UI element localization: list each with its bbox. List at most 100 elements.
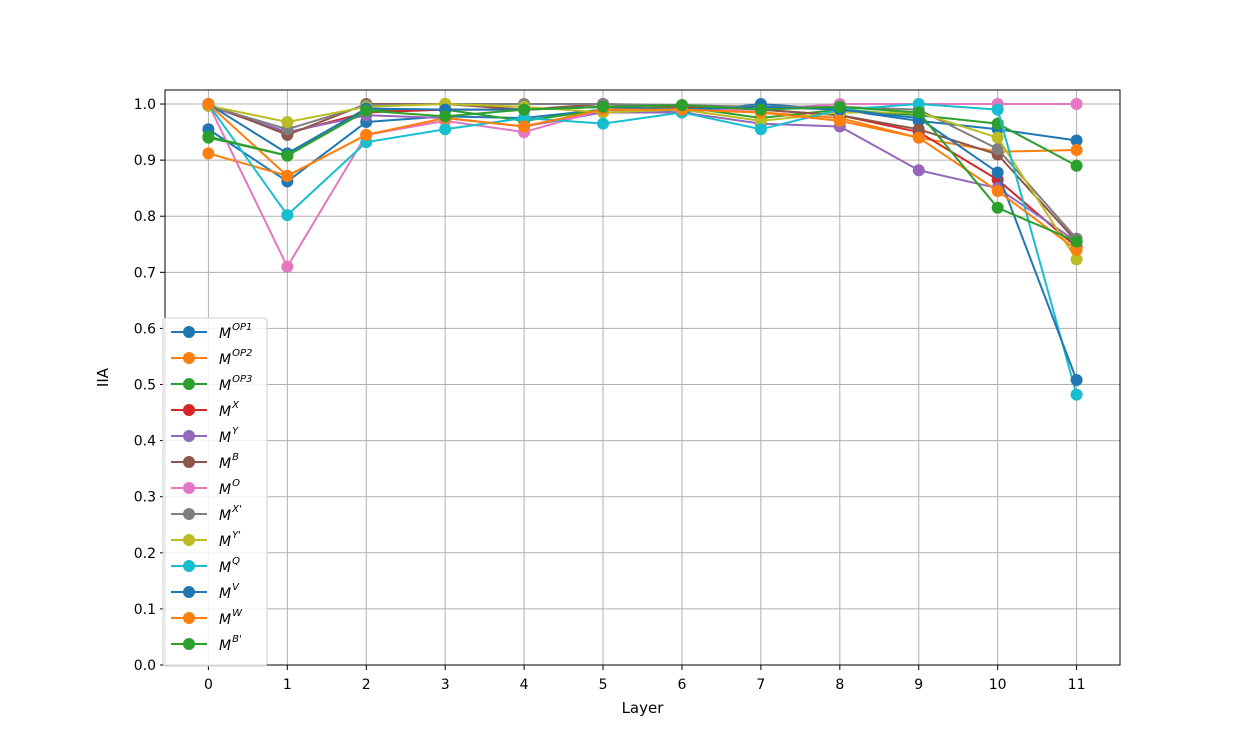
legend-swatch-marker [183, 326, 195, 338]
legend-swatch-marker [183, 638, 195, 650]
legend-swatch-marker [183, 508, 195, 520]
legend-label: MX [219, 400, 240, 420]
legend-label-superscript: Y [232, 426, 239, 437]
legend-label-superscript: B [232, 452, 239, 463]
data-point [833, 100, 846, 113]
data-point [597, 117, 610, 130]
x-tick-label: 4 [520, 677, 529, 693]
x-tick-label: 11 [1068, 677, 1086, 693]
y-tick-label: 1.0 [134, 97, 156, 113]
y-tick-label: 0.7 [134, 265, 156, 281]
legend-label: MOP2 [219, 348, 252, 368]
legend-entry: MO [171, 478, 240, 498]
legend-entry: MB [171, 452, 239, 472]
legend-label-superscript: OP3 [232, 374, 252, 385]
legend-swatch-marker [183, 586, 195, 598]
legend-label: MOP1 [219, 322, 252, 342]
data-point [202, 130, 215, 143]
data-point [675, 99, 688, 112]
legend-label: MB [219, 452, 239, 472]
legend-label-superscript: B' [232, 634, 242, 645]
data-point [754, 123, 767, 136]
legend-entry: MQ [171, 556, 240, 576]
data-point [281, 115, 294, 128]
data-point [991, 142, 1004, 155]
legend-label-base: M [219, 404, 231, 420]
y-tick-label: 0.8 [134, 209, 156, 225]
legend-label-base: M [219, 430, 231, 446]
data-point [439, 123, 452, 136]
series-line [208, 103, 1078, 260]
data-point [991, 131, 1004, 144]
y-axis-label: IIA [94, 367, 112, 387]
legend-label-base: M [219, 638, 231, 654]
legend-label-base: M [219, 378, 231, 394]
legend-swatch-marker [183, 404, 195, 416]
data-point [518, 112, 531, 125]
data-point [1070, 235, 1083, 248]
legend-entry: MY' [171, 530, 241, 550]
legend-label-superscript: V [232, 582, 240, 593]
legend-entry: MX' [171, 504, 242, 524]
legend-label: MQ [219, 556, 240, 576]
legend-label: MY' [219, 530, 241, 550]
legend-entry: MOP3 [171, 374, 252, 394]
legend-label-base: M [219, 352, 231, 368]
legend-label: MW [219, 608, 243, 628]
legend-swatch-marker [183, 456, 195, 468]
legend-label-superscript: Q [232, 556, 240, 567]
legend-swatch-marker [183, 430, 195, 442]
series-line [208, 104, 1077, 243]
legend-swatch-marker [183, 612, 195, 624]
legend-label-base: M [219, 560, 231, 576]
legend-label: MB' [219, 634, 242, 654]
series-8 [202, 98, 1083, 266]
legend-label: MO [219, 478, 240, 498]
legend-swatch-marker [183, 482, 195, 494]
data-point [597, 100, 610, 113]
legend-label-base: M [219, 586, 231, 602]
data-point [1070, 253, 1083, 266]
data-point [202, 147, 215, 160]
series-12 [202, 99, 1083, 248]
series-layer [202, 98, 1083, 401]
legend-label-superscript: OP2 [232, 348, 252, 359]
data-point [281, 209, 294, 222]
axis-ticks: 0 1 2 3 4 5 6 7 8 9 10 11 0.0 0.1 0.2 0.3 0.4 0.5 0.6 0.7 0.… [134, 97, 1086, 693]
data-point [912, 131, 925, 144]
legend-swatch-marker [183, 560, 195, 572]
data-point [912, 123, 925, 136]
y-tick-label: 0.9 [134, 153, 156, 169]
data-point [991, 201, 1004, 214]
y-tick-label: 0.3 [134, 490, 156, 506]
legend-label-superscript: X' [231, 504, 242, 515]
legend-label-superscript: X [231, 400, 240, 411]
legend-label: MV [219, 582, 240, 602]
y-tick-label: 0.6 [134, 321, 156, 337]
x-tick-label: 8 [835, 677, 844, 693]
y-tick-label: 0.2 [134, 546, 156, 562]
legend-label-base: M [219, 508, 231, 524]
data-point [754, 114, 767, 127]
data-point [1070, 388, 1083, 401]
legend-swatch-marker [183, 352, 195, 364]
data-point [1070, 374, 1083, 387]
legend-label-superscript: Y' [232, 530, 241, 541]
series-10 [202, 98, 1083, 387]
legend-label: MOP3 [219, 374, 252, 394]
data-point [1070, 134, 1083, 147]
legend-label-base: M [219, 326, 231, 342]
x-tick-label: 9 [914, 677, 923, 693]
legend-entry: MOP1 [171, 322, 252, 342]
legend-entry: MB' [171, 634, 242, 654]
y-tick-label: 0.1 [134, 602, 156, 618]
data-point [202, 98, 215, 111]
x-tick-label: 6 [678, 677, 687, 693]
x-tick-label: 5 [599, 677, 608, 693]
data-point [281, 260, 294, 273]
x-tick-label: 2 [362, 677, 371, 693]
x-tick-label: 7 [756, 677, 765, 693]
data-point [1070, 159, 1083, 172]
y-tick-label: 0.0 [134, 658, 156, 674]
